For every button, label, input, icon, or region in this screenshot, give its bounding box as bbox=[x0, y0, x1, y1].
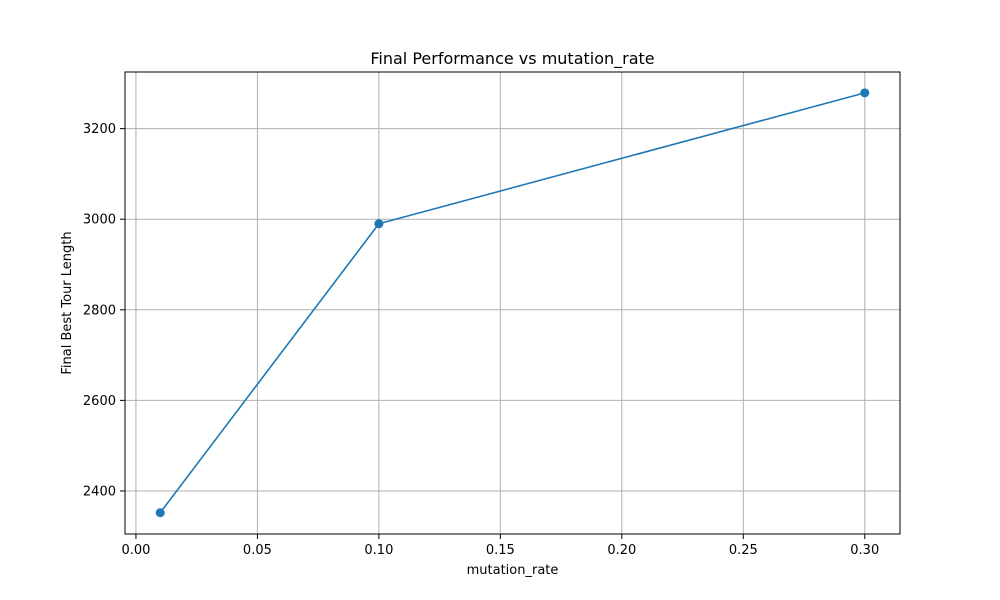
x-tick-label: 0.20 bbox=[607, 543, 636, 558]
data-point bbox=[860, 88, 870, 98]
plot-frame bbox=[124, 71, 901, 535]
x-tick-label: 0.30 bbox=[850, 543, 879, 558]
x-tick-label: 0.05 bbox=[243, 543, 272, 558]
grid bbox=[125, 72, 900, 534]
chart-title: Final Performance vs mutation_rate bbox=[370, 49, 654, 69]
x-axis-label: mutation_rate bbox=[467, 563, 559, 578]
x-tick-label: 0.15 bbox=[486, 543, 515, 558]
ticks: 0.00 0.05 0.10 0.15 0.20 0.25 0.30 2400 2600 2800… bbox=[83, 122, 879, 558]
series-layer bbox=[155, 88, 870, 518]
y-tick-label: 3200 bbox=[83, 122, 116, 137]
y-tick-label: 2800 bbox=[83, 303, 116, 318]
x-tick-label: 0.00 bbox=[121, 543, 150, 558]
x-tick-label: 0.25 bbox=[729, 543, 758, 558]
y-tick-label: 2400 bbox=[83, 484, 116, 499]
x-tick-label: 0.10 bbox=[364, 543, 393, 558]
y-tick-label: 3000 bbox=[83, 213, 116, 228]
data-point bbox=[155, 508, 165, 518]
y-axis-label: Final Best Tour Length bbox=[60, 231, 75, 374]
data-point bbox=[374, 219, 384, 229]
y-tick-label: 2600 bbox=[83, 394, 116, 409]
